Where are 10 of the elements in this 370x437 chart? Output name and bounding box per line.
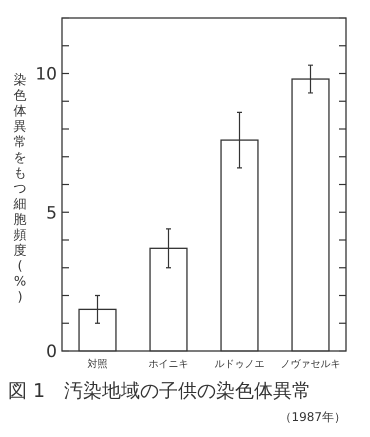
x-tick-label: ノヴァセルキ	[280, 358, 340, 370]
x-tick-label: ホイニキ	[148, 359, 188, 370]
y-tick-label: 10	[35, 64, 57, 84]
y-tick-label: 5	[46, 203, 57, 224]
text: 図 1 汚染地域の子供の染色体異常	[8, 380, 312, 402]
y-tick-label: 0	[46, 342, 57, 362]
text: （1987年）	[279, 410, 346, 424]
x-tick-label: 対照	[88, 358, 108, 370]
x-tick-label: ルドゥノエ	[214, 359, 264, 370]
text: 染色体異常をもつ細胞頻度(%)	[14, 73, 26, 305]
